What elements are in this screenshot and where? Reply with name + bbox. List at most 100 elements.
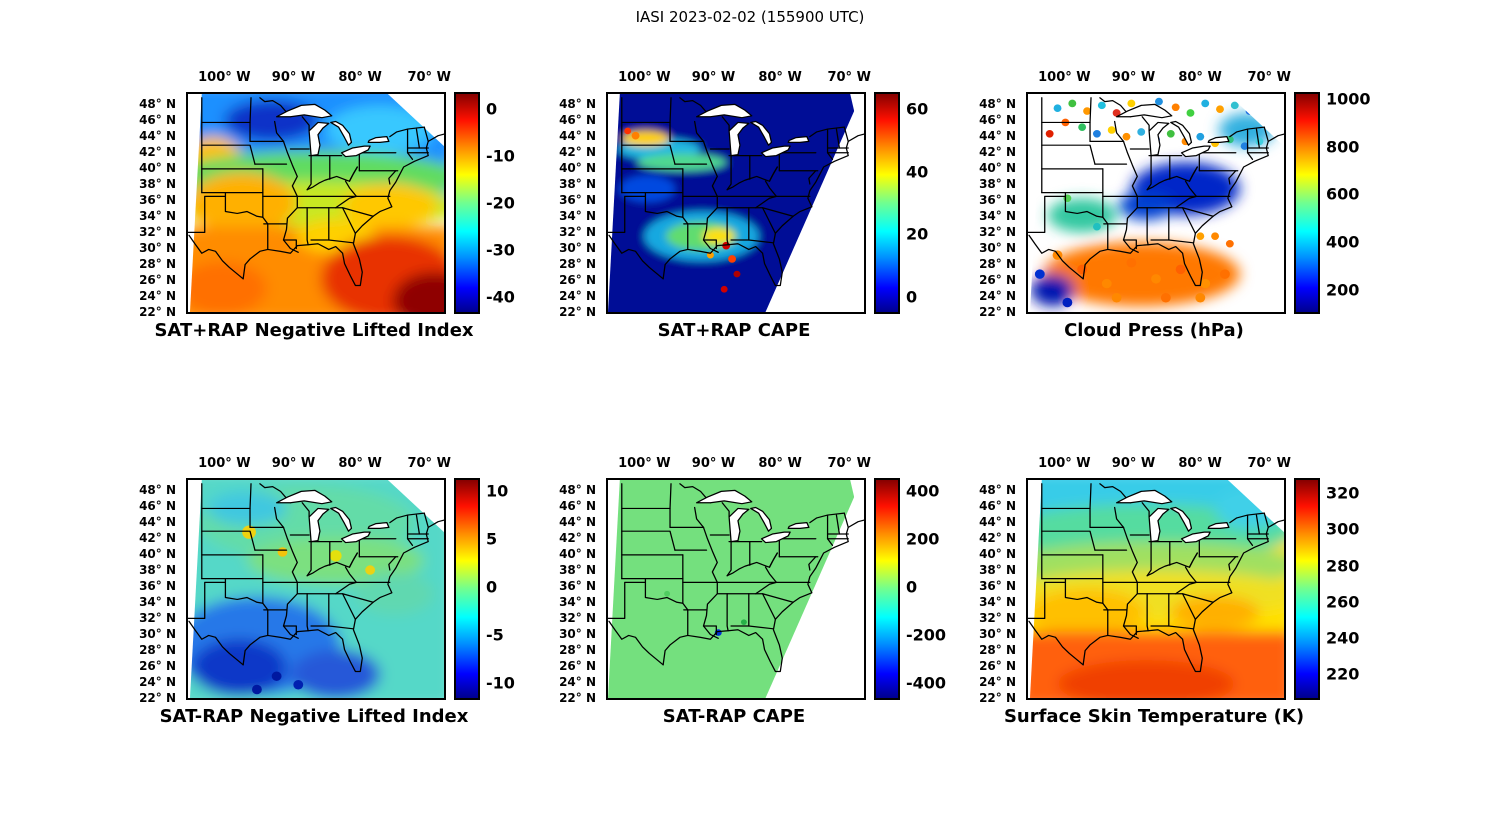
lat-tick-label: 38° N bbox=[979, 563, 1016, 577]
lon-tick-label: 80° W bbox=[1178, 456, 1222, 471]
colorbar-tick-label: 220 bbox=[1326, 664, 1360, 684]
colorbar-tick-label: 0 bbox=[906, 577, 918, 597]
colorbar-tick-label: 300 bbox=[1326, 519, 1360, 539]
lat-tick-label: 32° N bbox=[979, 611, 1016, 625]
lat-tick-label: 26° N bbox=[139, 273, 176, 287]
panel-sat-minus-rap-nli: 100° W 90° W 80° W 70° W 48° N 46° N 44° N 42°… bbox=[130, 456, 530, 756]
lat-tick-label: 28° N bbox=[559, 643, 596, 657]
lat-axis: 48° N 46° N 44° N 42° N 40° N 38° N 36° N 34° N… bbox=[970, 96, 1020, 319]
map-canvas bbox=[606, 92, 866, 314]
lat-tick-label: 46° N bbox=[139, 113, 176, 127]
lat-tick-label: 42° N bbox=[979, 145, 1016, 159]
lat-tick-label: 24° N bbox=[139, 289, 176, 303]
colorbar-tick-labels: 0 -10 -20 -30 -40 bbox=[486, 92, 530, 310]
lat-tick-label: 42° N bbox=[979, 531, 1016, 545]
lat-tick-label: 44° N bbox=[559, 129, 596, 143]
lon-tick-label: 100° W bbox=[1038, 70, 1091, 85]
lon-tick-label: 70° W bbox=[827, 456, 871, 471]
colorbar-tick-label: 10 bbox=[486, 481, 509, 501]
lat-tick-label: 38° N bbox=[559, 563, 596, 577]
colorbar-tick-label: 200 bbox=[1326, 280, 1360, 300]
lon-tick-label: 70° W bbox=[827, 70, 871, 85]
lat-tick-label: 38° N bbox=[139, 177, 176, 191]
map-canvas bbox=[1026, 92, 1286, 314]
lat-tick-label: 22° N bbox=[979, 691, 1016, 705]
lat-tick-label: 42° N bbox=[139, 531, 176, 545]
panel-surface-skin-temp: 100° W 90° W 80° W 70° W 48° N 46° N 44° N 42°… bbox=[970, 456, 1370, 756]
lon-axis: 100° W 90° W 80° W 70° W bbox=[1026, 456, 1291, 476]
lat-tick-label: 46° N bbox=[979, 113, 1016, 127]
lat-tick-label: 26° N bbox=[139, 659, 176, 673]
lon-tick-label: 100° W bbox=[1038, 456, 1091, 471]
colorbar bbox=[454, 92, 480, 314]
lon-tick-label: 80° W bbox=[1178, 70, 1222, 85]
lat-tick-label: 30° N bbox=[139, 241, 176, 255]
lon-tick-label: 70° W bbox=[407, 456, 451, 471]
colorbar-tick-labels: 320 300 280 260 240 220 bbox=[1326, 478, 1370, 696]
lon-tick-label: 80° W bbox=[338, 456, 382, 471]
lat-tick-label: 30° N bbox=[559, 627, 596, 641]
lon-tick-label: 80° W bbox=[758, 70, 802, 85]
lat-tick-label: 40° N bbox=[559, 547, 596, 561]
lon-tick-label: 70° W bbox=[1247, 70, 1291, 85]
lat-tick-label: 24° N bbox=[979, 675, 1016, 689]
colorbar-tick-label: 40 bbox=[906, 162, 929, 182]
lat-tick-label: 36° N bbox=[559, 579, 596, 593]
colorbar-tick-label: -200 bbox=[906, 625, 947, 645]
colorbar-tick-label: 5 bbox=[486, 529, 498, 549]
lat-tick-label: 32° N bbox=[559, 611, 596, 625]
lon-tick-label: 90° W bbox=[271, 70, 316, 85]
colorbar bbox=[454, 478, 480, 700]
lat-tick-label: 48° N bbox=[559, 483, 596, 497]
lat-tick-label: 44° N bbox=[559, 515, 596, 529]
colorbar-tick-label: -30 bbox=[486, 240, 515, 260]
map-svg bbox=[1028, 97, 1284, 312]
lat-tick-label: 48° N bbox=[139, 483, 176, 497]
lat-axis: 48° N 46° N 44° N 42° N 40° N 38° N 36° N 34° N… bbox=[550, 482, 600, 705]
lon-axis: 100° W 90° W 80° W 70° W bbox=[606, 456, 871, 476]
lat-tick-label: 42° N bbox=[559, 531, 596, 545]
lat-tick-label: 44° N bbox=[139, 129, 176, 143]
lat-tick-label: 34° N bbox=[139, 595, 176, 609]
lat-tick-label: 34° N bbox=[559, 595, 596, 609]
lat-tick-label: 22° N bbox=[979, 305, 1016, 319]
panel-sat-minus-rap-cape: 100° W 90° W 80° W 70° W 48° N 46° N 44° N 42°… bbox=[550, 456, 950, 756]
map-canvas bbox=[1026, 478, 1286, 700]
lat-tick-label: 32° N bbox=[559, 225, 596, 239]
lat-tick-label: 46° N bbox=[559, 499, 596, 513]
lat-tick-label: 22° N bbox=[559, 691, 596, 705]
map-canvas bbox=[606, 478, 866, 700]
lat-tick-label: 36° N bbox=[139, 193, 176, 207]
lon-tick-label: 90° W bbox=[1111, 456, 1156, 471]
lon-tick-label: 100° W bbox=[198, 70, 251, 85]
colorbar bbox=[874, 92, 900, 314]
panel-cloud-press: 100° W 90° W 80° W 70° W 48° N 46° N 44° N 42°… bbox=[970, 70, 1370, 370]
colorbar-tick-labels: 400 200 0 -200 -400 bbox=[906, 478, 950, 696]
lon-tick-label: 90° W bbox=[271, 456, 316, 471]
colorbar-tick-label: 240 bbox=[1326, 628, 1360, 648]
lat-tick-label: 30° N bbox=[979, 241, 1016, 255]
lon-axis: 100° W 90° W 80° W 70° W bbox=[186, 456, 451, 476]
lat-tick-label: 36° N bbox=[559, 193, 596, 207]
map-svg bbox=[608, 480, 864, 698]
lat-axis: 48° N 46° N 44° N 42° N 40° N 38° N 36° N 34° N… bbox=[130, 482, 180, 705]
colorbar-tick-label: -20 bbox=[486, 193, 515, 213]
lon-tick-label: 90° W bbox=[691, 70, 736, 85]
lat-tick-label: 40° N bbox=[979, 161, 1016, 175]
lat-tick-label: 40° N bbox=[979, 547, 1016, 561]
lat-tick-label: 36° N bbox=[979, 193, 1016, 207]
colorbar bbox=[1294, 92, 1320, 314]
lat-tick-label: 44° N bbox=[979, 515, 1016, 529]
panel-title: Cloud Press (hPa) bbox=[1064, 320, 1244, 341]
colorbar-tick-label: -40 bbox=[486, 287, 515, 307]
colorbar-tick-label: -5 bbox=[486, 625, 504, 645]
colorbar-tick-label: 1000 bbox=[1326, 89, 1371, 109]
lon-tick-label: 80° W bbox=[338, 70, 382, 85]
panel-title: SAT+RAP Negative Lifted Index bbox=[154, 320, 474, 341]
panel-row-bottom: 100° W 90° W 80° W 70° W 48° N 46° N 44° N 42°… bbox=[0, 456, 1500, 756]
lon-tick-label: 100° W bbox=[618, 70, 671, 85]
colorbar-tick-label: 320 bbox=[1326, 483, 1360, 503]
lat-tick-label: 26° N bbox=[979, 273, 1016, 287]
lat-tick-label: 44° N bbox=[979, 129, 1016, 143]
